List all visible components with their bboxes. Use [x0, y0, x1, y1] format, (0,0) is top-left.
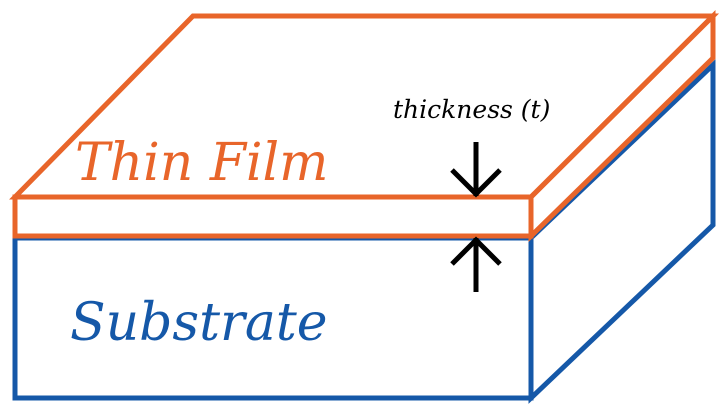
film-front-face	[12, 194, 534, 239]
substrate-label: Substrate	[70, 293, 328, 353]
thin-film-label: Thin Film	[75, 133, 328, 193]
arrow-up-icon	[450, 236, 502, 292]
substrate-side-face	[528, 59, 716, 404]
thin-film-block	[9, 9, 720, 242]
film-side-face	[528, 9, 716, 242]
arrow-down-icon	[450, 142, 502, 198]
thickness-label: thickness (t)	[393, 95, 550, 124]
